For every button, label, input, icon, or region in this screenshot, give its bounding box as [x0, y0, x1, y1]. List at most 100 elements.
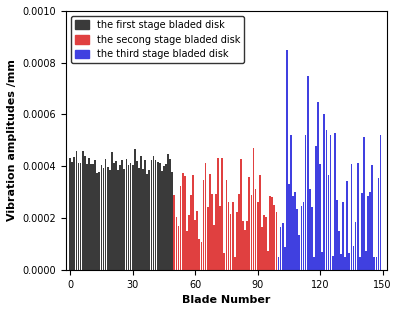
Bar [73, 157, 75, 270]
Bar [328, 175, 329, 270]
Bar [223, 253, 225, 270]
Bar [278, 257, 279, 270]
Bar [350, 164, 352, 270]
Bar [344, 257, 346, 270]
Bar [255, 189, 257, 270]
Bar [240, 159, 242, 270]
Bar [92, 164, 94, 270]
Bar [284, 246, 286, 270]
Bar [326, 130, 327, 270]
Bar [161, 171, 163, 270]
Bar [152, 156, 154, 270]
Bar [113, 163, 115, 270]
Bar [348, 253, 350, 270]
Bar [246, 221, 248, 270]
Bar [373, 257, 375, 270]
Bar [315, 146, 317, 270]
Bar [365, 251, 367, 270]
Bar [330, 135, 332, 270]
Bar [80, 163, 81, 270]
Bar [251, 195, 252, 270]
Bar [357, 163, 359, 270]
Bar [230, 214, 231, 270]
Bar [244, 230, 246, 270]
Bar [107, 167, 109, 270]
Bar [121, 160, 123, 270]
Bar [338, 231, 340, 270]
Bar [313, 257, 315, 270]
Bar [317, 101, 319, 270]
Bar [196, 211, 198, 270]
Bar [140, 156, 142, 270]
Bar [198, 239, 200, 270]
Bar [171, 173, 173, 270]
Bar [302, 202, 304, 270]
Bar [280, 227, 281, 270]
Bar [225, 179, 227, 270]
Bar [205, 163, 206, 270]
Bar [119, 165, 121, 270]
Bar [296, 209, 298, 270]
Bar [377, 178, 379, 270]
Bar [294, 192, 296, 270]
Bar [115, 161, 117, 270]
Bar [298, 235, 300, 270]
Bar [209, 174, 211, 270]
Bar [136, 161, 138, 270]
Bar [371, 165, 373, 270]
Bar [165, 164, 167, 270]
Bar [353, 246, 354, 270]
Bar [176, 217, 177, 270]
Bar [286, 50, 288, 270]
Bar [340, 254, 342, 270]
Bar [367, 196, 369, 270]
Bar [261, 227, 263, 270]
Bar [105, 159, 107, 270]
Y-axis label: Vibration amplitudes /mm: Vibration amplitudes /mm [7, 59, 17, 221]
Bar [96, 173, 98, 270]
Bar [132, 165, 134, 270]
Bar [138, 168, 140, 270]
Bar [75, 151, 77, 270]
Bar [130, 163, 131, 270]
Bar [355, 222, 356, 270]
Bar [361, 193, 363, 270]
Bar [182, 173, 184, 270]
Bar [184, 176, 186, 270]
Bar [249, 177, 250, 270]
Bar [186, 231, 188, 270]
Bar [155, 160, 156, 270]
Bar [86, 164, 88, 270]
Bar [305, 135, 306, 270]
Bar [84, 156, 86, 270]
Bar [134, 149, 136, 270]
Bar [263, 215, 265, 270]
Bar [265, 217, 267, 270]
Bar [207, 207, 209, 270]
Bar [69, 158, 71, 270]
Bar [375, 257, 377, 270]
Bar [215, 194, 217, 270]
Bar [292, 196, 294, 270]
Bar [242, 221, 244, 270]
Bar [259, 175, 261, 270]
Bar [192, 175, 194, 270]
Bar [167, 154, 169, 270]
Bar [267, 251, 269, 270]
Bar [180, 186, 182, 270]
Bar [211, 194, 213, 270]
Bar [101, 165, 102, 270]
Bar [148, 170, 150, 270]
X-axis label: Blade Number: Blade Number [182, 295, 271, 305]
Bar [380, 135, 381, 270]
Bar [188, 215, 190, 270]
Bar [324, 115, 325, 270]
Bar [271, 197, 273, 270]
Bar [232, 202, 233, 270]
Bar [99, 172, 100, 270]
Bar [178, 226, 180, 270]
Bar [90, 164, 92, 270]
Bar [282, 223, 284, 270]
Bar [174, 195, 175, 270]
Bar [213, 225, 215, 270]
